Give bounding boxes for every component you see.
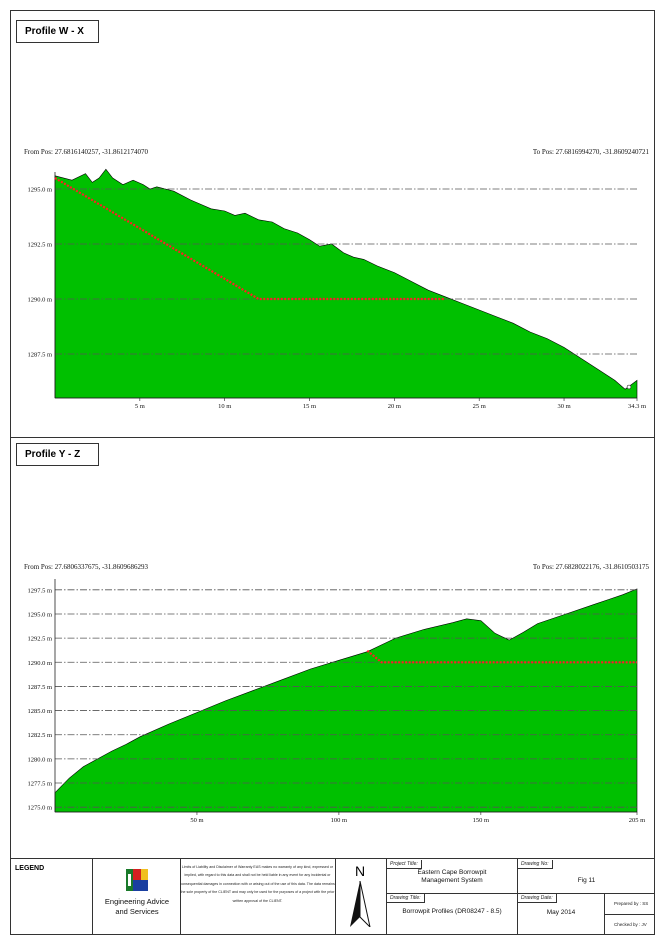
y-tick-label: 1275.0 m [27,805,52,812]
x-tick-label: 150 m [473,817,489,824]
drawing-title-label: Drawing Title: [387,894,425,903]
company-name-line-1: Engineering Advice [104,897,170,906]
y-tick-label: 1282.5 m [27,732,52,739]
legend-block: LEGEND Engineering Advice and Services L… [10,858,655,935]
eas-logo [126,869,148,891]
drawing-no: Fig 11 [577,877,596,884]
drawing-title: Borrowpit Profiles (DR08247 - 8.5) [402,908,502,915]
section-divider [10,437,655,438]
project-title-line-2: Management System [421,877,483,884]
y-tick-label: 1285.0 m [27,708,52,715]
disclaimer-text: Limits of Liability and Disclaimer of Wa… [180,865,335,903]
legend-label: LEGEND [15,865,45,872]
y-tick-label: 1287.5 m [27,352,52,359]
checked-by: Checked by : JV [614,922,647,927]
y-tick-label: 1292.5 m [27,636,52,643]
y-tick-label: 1277.5 m [27,781,52,788]
legend-divider [92,859,93,935]
x-tick-label: 10 m [218,403,231,410]
legend-divider [180,859,181,935]
profile-2-to-pos: To Pos: 27.6828022176, -31.8610503175 [532,563,649,571]
design-level-line [54,177,446,301]
y-tick-label: 1287.5 m [27,684,52,691]
y-tick-label: 1295.0 m [27,187,52,194]
project-title: Eastern Cape Borrowpit Management System [387,869,517,885]
legend-divider [386,859,387,935]
legend-divider [604,914,655,915]
north-arrow-icon: N [348,863,372,929]
x-tick-label: 100 m [331,817,347,824]
drawing-date: May 2014 [546,909,576,916]
company-name-line-2: and Services [115,907,159,916]
x-tick-label: 205 m [629,817,645,824]
design-level-line [366,649,637,664]
legend-divider [517,859,518,935]
y-tick-label: 1295.0 m [27,611,52,618]
y-tick-label: 1290.0 m [27,297,52,304]
y-tick-label: 1297.5 m [27,587,52,594]
profile-2-from-pos: From Pos: 27.6806337675, -31.8609686293 [24,563,149,571]
profile-1-to-pos: To Pos: 27.6816994270, -31.8609240721 [532,148,649,156]
north-letter: N [354,863,366,879]
legend-divider [386,893,655,894]
profile-1-from-pos: From Pos: 27.6816140257, -31.8612174070 [24,148,149,156]
y-tick-label: 1292.5 m [27,242,52,249]
x-tick-label: 50 m [190,817,203,824]
prepared-by: Prepared by : SS [614,901,649,906]
project-title-line-1: Eastern Cape Borrowpit [417,869,487,876]
profile-2-title: Profile Y - Z [16,443,99,466]
project-title-label: Project Title: [387,860,422,869]
drawing-date-label: Drawing Date: [518,894,557,903]
y-tick-label: 1290.0 m [27,660,52,667]
x-tick-label: 30 m [557,403,570,410]
x-tick-label: 34.3 m [628,403,646,410]
profile-end-marker [626,384,632,390]
terrain-area [54,168,638,399]
legend-divider [335,859,336,935]
x-tick-label: 15 m [303,403,316,410]
terrain-area [54,588,638,813]
profile-1-title: Profile W - X [16,20,99,43]
x-tick-label: 5 m [135,403,145,410]
page-frame [10,10,655,935]
x-tick-label: 20 m [388,403,401,410]
y-tick-label: 1280.0 m [27,756,52,763]
x-tick-label: 25 m [473,403,486,410]
drawing-no-label: Drawing No: [518,860,553,869]
company-name: Engineering Advice and Services [92,897,182,917]
